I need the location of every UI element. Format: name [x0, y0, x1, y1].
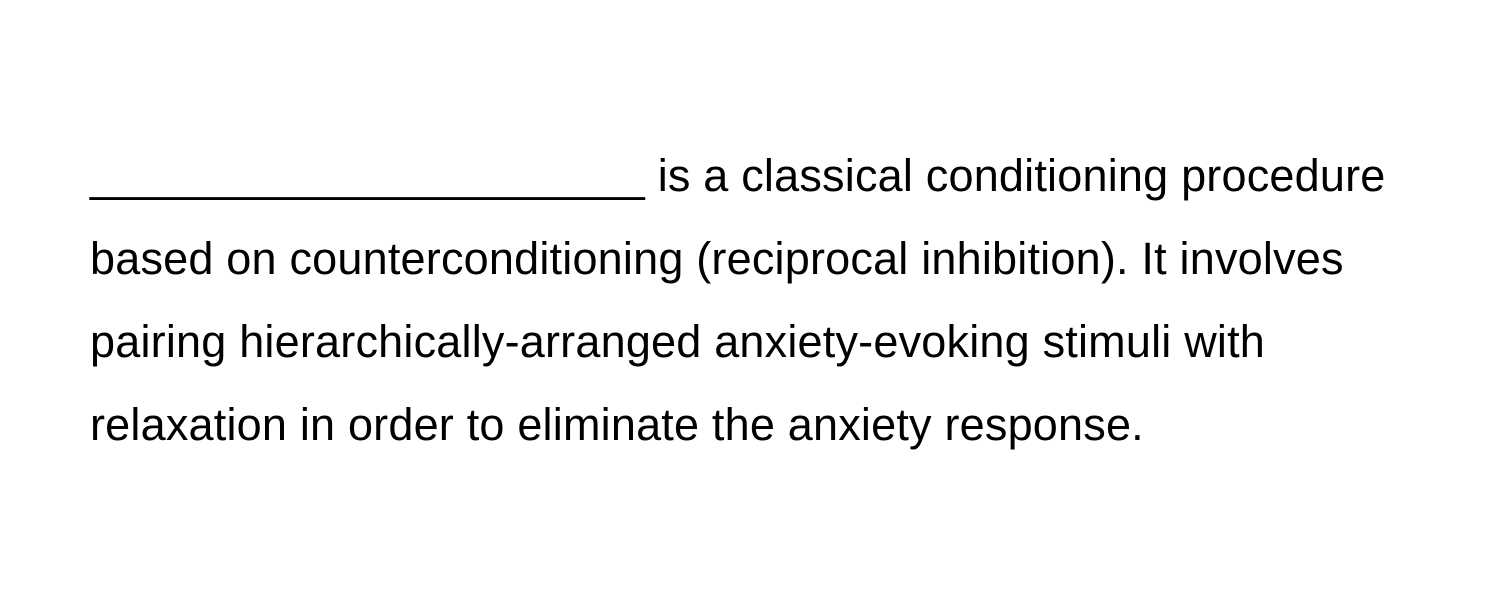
fill-in-blank: ______________________ [90, 150, 645, 201]
question-text: ______________________ is a classical co… [90, 134, 1420, 467]
